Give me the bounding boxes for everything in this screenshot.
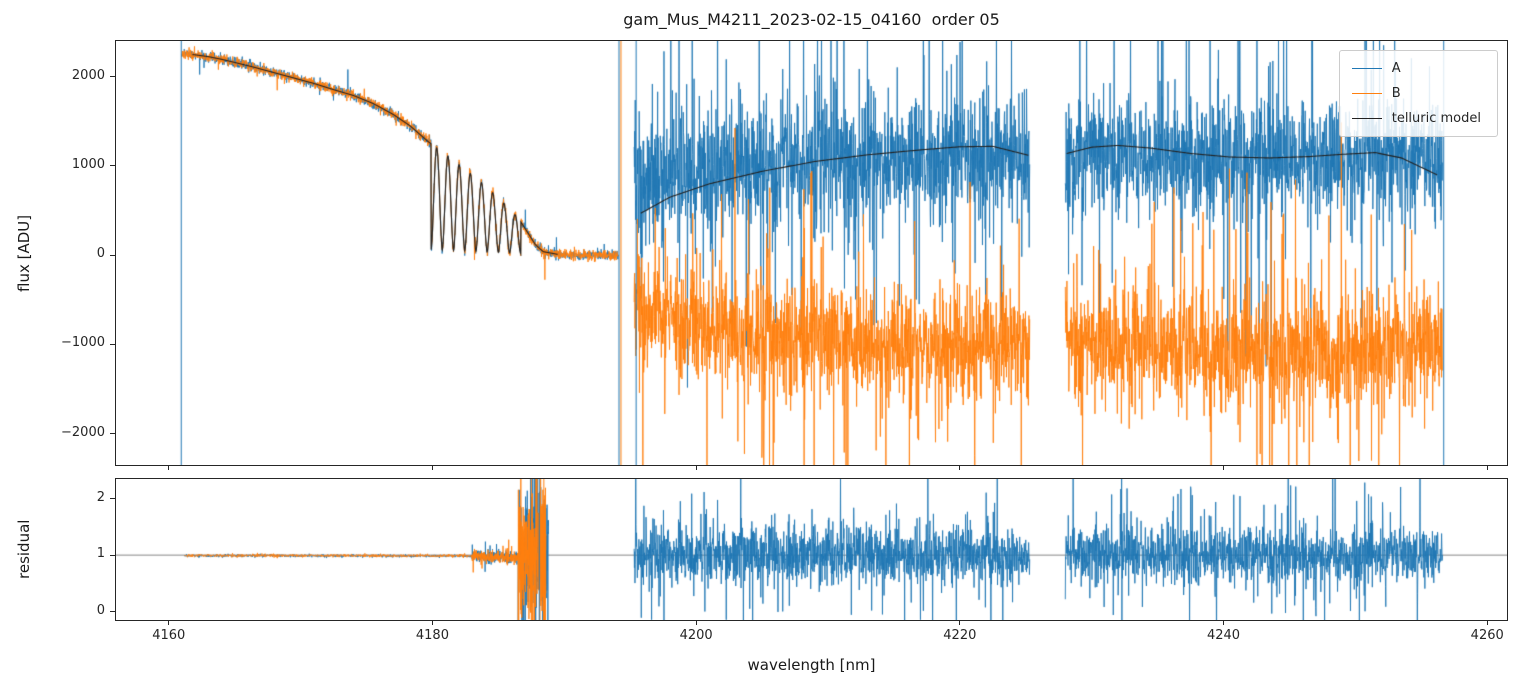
x-tick-mark	[695, 621, 697, 625]
y-tick-label: 2000	[71, 67, 105, 83]
legend-line-b-icon	[1351, 93, 1382, 94]
chart-title: gam_Mus_M4211_2023-02-15_04160 order 05	[623, 10, 1000, 29]
x-tick-mark	[959, 621, 961, 625]
x-tick-mark	[1486, 466, 1488, 470]
y-tick-label: 2	[96, 489, 105, 505]
x-tick-mark	[695, 466, 697, 470]
x-tick-mark	[431, 466, 433, 470]
legend-item-a: A	[1351, 61, 1481, 76]
x-tick-label: 4220	[943, 628, 977, 643]
legend-label-a: A	[1391, 61, 1401, 76]
y-tick-label: 1	[96, 546, 105, 562]
residual-axes	[115, 478, 1508, 621]
x-tick-label: 4240	[1206, 628, 1241, 643]
y-tick-label: 0	[96, 246, 105, 262]
y-tick-mark	[110, 498, 115, 500]
flux-axes: A B telluric model	[115, 40, 1508, 466]
x-tick-mark	[431, 621, 433, 625]
y-tick-mark	[110, 343, 115, 345]
y-tick-mark	[110, 554, 115, 556]
x-tick-mark	[168, 621, 170, 625]
y-tick-mark	[110, 165, 115, 167]
x-tick-mark	[1486, 621, 1488, 625]
legend-line-a-icon	[1351, 68, 1382, 69]
y-tick-mark	[110, 433, 115, 435]
residual-plot-canvas	[116, 479, 1507, 620]
x-tick-mark	[1223, 466, 1225, 470]
y-tick-label: 1000	[71, 156, 105, 172]
legend: A B telluric model	[1338, 50, 1498, 137]
x-tick-mark	[168, 466, 170, 470]
x-axis-label: wavelength [nm]	[747, 656, 876, 674]
x-tick-mark	[1223, 621, 1225, 625]
y-tick-label: 0	[96, 602, 105, 618]
x-tick-label: 4200	[679, 628, 713, 643]
y-tick-mark	[110, 254, 115, 256]
y-tick-mark	[110, 611, 115, 613]
legend-label-telluric: telluric model	[1391, 111, 1481, 126]
legend-item-b: B	[1351, 86, 1481, 101]
y-tick-label: −2000	[61, 424, 105, 440]
y-tick-label: −1000	[61, 335, 105, 351]
x-tick-label: 4180	[415, 628, 449, 643]
x-tick-mark	[959, 466, 961, 470]
legend-label-b: B	[1391, 86, 1401, 101]
x-tick-label: 4260	[1470, 628, 1504, 643]
x-tick-label: 4160	[152, 628, 186, 643]
flux-plot-canvas	[116, 41, 1507, 465]
legend-item-telluric-model: telluric model	[1351, 111, 1481, 126]
legend-line-telluric-icon	[1351, 118, 1382, 119]
y-tick-mark	[110, 76, 115, 78]
